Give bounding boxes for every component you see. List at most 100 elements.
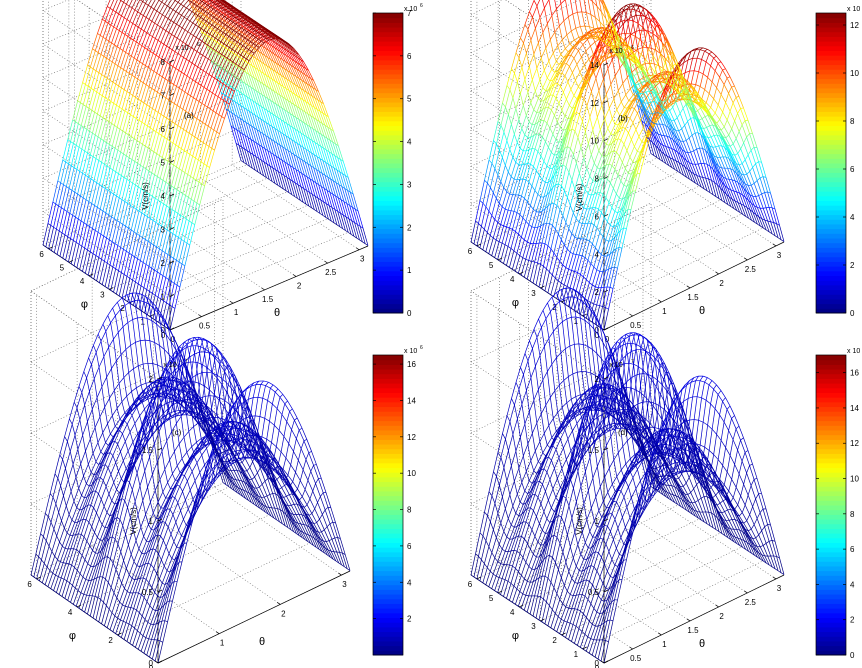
- mesh-line: [119, 222, 123, 225]
- mesh-line: [99, 208, 104, 212]
- x-tick: [198, 314, 202, 317]
- mesh-line: [207, 106, 211, 110]
- mesh-line: [215, 112, 220, 115]
- mesh-line: [201, 0, 206, 2]
- mesh-line: [152, 271, 158, 294]
- mesh-line: [162, 18, 169, 29]
- mesh-line: [268, 77, 275, 92]
- mesh-line: [497, 157, 503, 176]
- mesh-line: [195, 24, 199, 27]
- mesh-line: [173, 146, 179, 166]
- mesh-line: [103, 235, 107, 239]
- mesh-line: [258, 42, 265, 48]
- mesh-line: [158, 116, 165, 134]
- mesh-line: [233, 127, 240, 146]
- mesh-line: [285, 61, 291, 73]
- mesh-line: [141, 45, 145, 48]
- mesh-line: [230, 73, 237, 90]
- mesh-line: [309, 85, 316, 99]
- mesh-line: [675, 101, 681, 114]
- mesh-line: [83, 127, 88, 130]
- mesh-line: [269, 112, 276, 129]
- mesh-line: [68, 143, 74, 164]
- mesh-line: [263, 39, 270, 44]
- mesh-line: [189, 154, 193, 157]
- mesh-line: [123, 177, 128, 180]
- mesh-line: [250, 46, 257, 59]
- mesh-line: [106, 42, 112, 59]
- mesh-line: [124, 21, 131, 35]
- x-tick: [355, 247, 360, 251]
- mesh-line: [195, 85, 202, 100]
- colorbar-segment: [373, 50, 403, 56]
- mesh-line: [531, 112, 538, 125]
- mesh-line: [148, 67, 152, 70]
- mesh-line: [251, 28, 256, 31]
- mesh-line: [101, 74, 105, 77]
- mesh-line: [286, 78, 293, 93]
- mesh-line: [285, 98, 291, 114]
- mesh-line: [575, 72, 581, 81]
- mesh-line: [125, 225, 129, 229]
- mesh-line: [238, 25, 242, 29]
- mesh-line: [126, 0, 129, 5]
- y-tick-label: 4: [80, 277, 85, 286]
- mesh-line: [133, 57, 138, 61]
- mesh-line: [478, 203, 484, 224]
- mesh-line: [144, 47, 148, 50]
- mesh-line: [100, 233, 104, 237]
- mesh-line: [218, 4, 225, 14]
- mesh-line: [115, 0, 122, 13]
- mesh-line: [104, 188, 109, 191]
- mesh-line: [152, 318, 157, 321]
- mesh-line: [527, 185, 533, 202]
- mesh-line: [210, 60, 217, 77]
- mesh-line: [179, 168, 183, 172]
- mesh-line: [99, 184, 103, 187]
- mesh-line: [270, 51, 277, 64]
- mesh-line: [150, 69, 155, 72]
- mesh-line: [244, 21, 250, 31]
- mesh-line: [229, 20, 234, 23]
- mesh-line: [220, 34, 227, 42]
- mesh-line: [136, 45, 143, 61]
- mesh-line: [147, 293, 153, 315]
- mesh-line: [75, 216, 79, 220]
- mesh-line: [222, 57, 229, 73]
- mesh-line: [239, 131, 245, 150]
- mesh-line: [151, 172, 155, 175]
- mesh-line: [135, 96, 139, 100]
- mesh-line: [106, 146, 113, 167]
- mesh-line: [297, 184, 304, 203]
- mesh-line: [149, 194, 153, 197]
- mesh-line: [134, 9, 138, 13]
- mesh-line: [193, 0, 200, 5]
- mesh-line: [631, 15, 637, 18]
- mesh-line: [572, 64, 578, 73]
- mesh-line: [107, 22, 112, 26]
- mesh-line: [82, 86, 89, 105]
- mesh-line: [120, 132, 126, 153]
- mesh-line: [198, 19, 204, 27]
- mesh-line: [86, 203, 93, 225]
- mesh-line: [62, 257, 66, 261]
- mesh-line: [610, 75, 616, 85]
- mesh-line: [109, 44, 115, 61]
- mesh-line: [126, 155, 130, 158]
- mesh-line: [86, 129, 90, 132]
- mesh-line: [327, 176, 334, 195]
- mesh-line: [224, 13, 230, 17]
- mesh-line: [115, 83, 119, 87]
- mesh-line: [287, 63, 294, 75]
- mesh-line: [157, 14, 163, 26]
- mesh-line: [75, 195, 81, 218]
- mesh-line: [101, 263, 108, 285]
- mesh-line: [65, 259, 69, 263]
- y-tick-label: 0: [161, 331, 166, 340]
- mesh-line: [251, 125, 257, 144]
- mesh-line: [255, 58, 261, 72]
- mesh-line: [83, 222, 87, 225]
- mesh-line: [247, 44, 254, 57]
- mesh-line: [213, 62, 220, 79]
- mesh-line: [126, 75, 133, 92]
